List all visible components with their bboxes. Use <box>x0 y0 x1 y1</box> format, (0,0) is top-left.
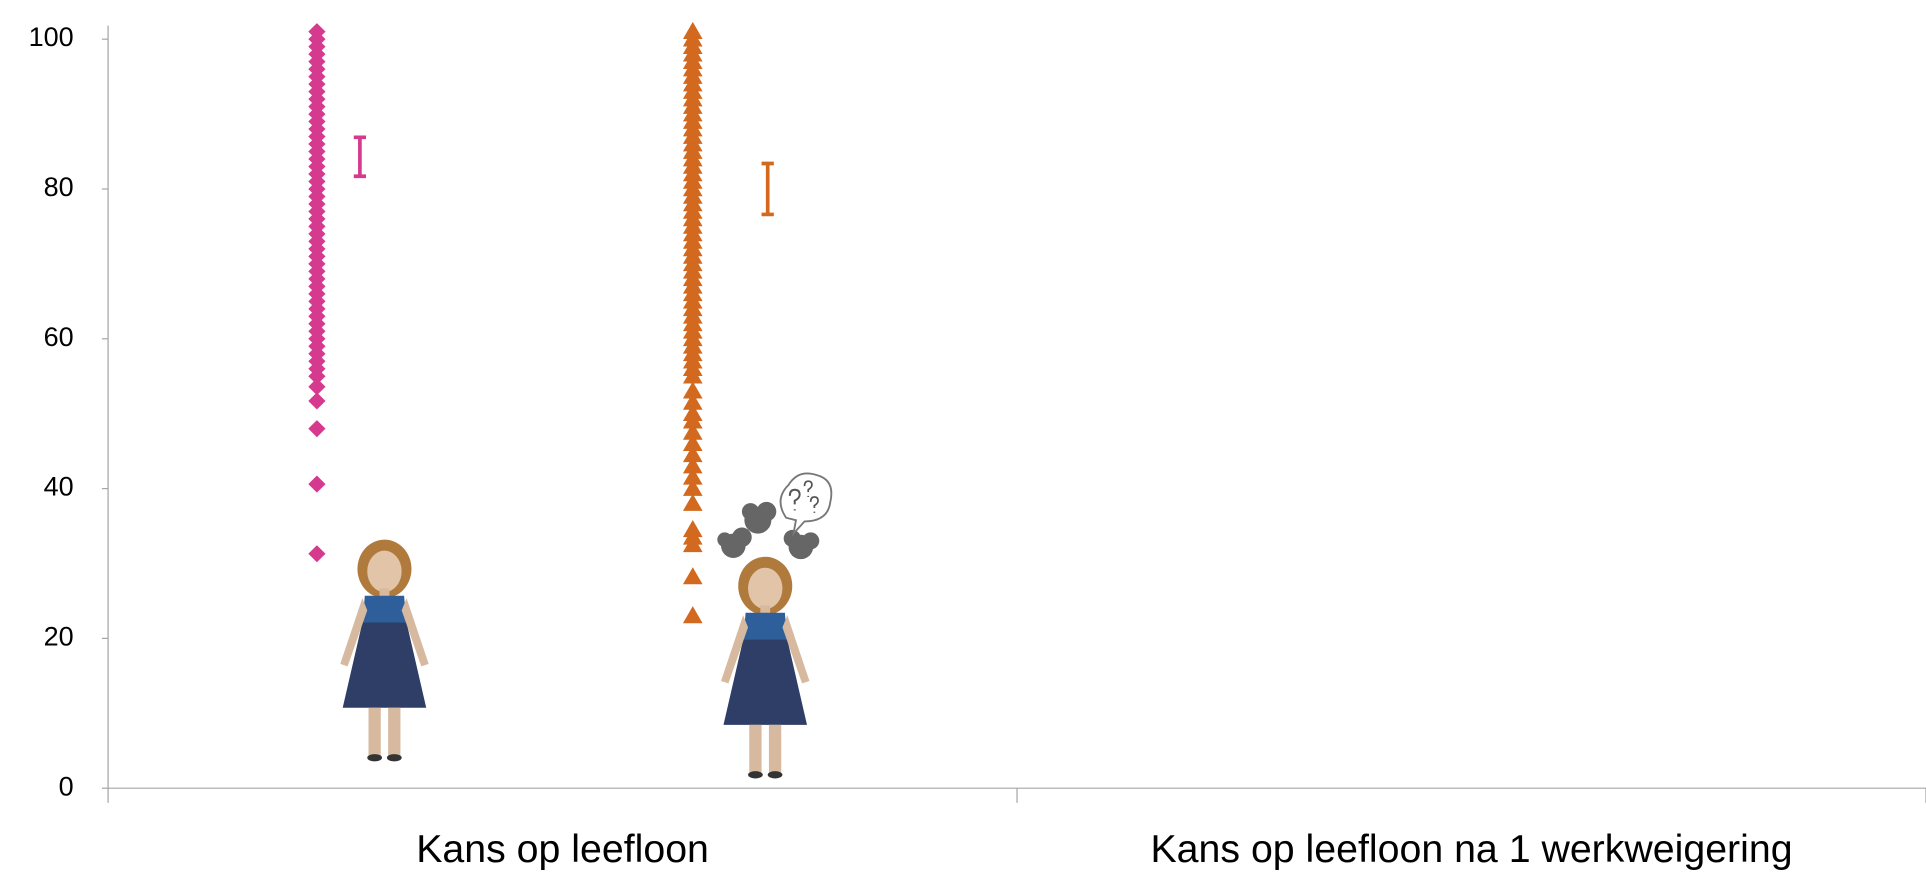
data-point <box>308 476 325 493</box>
data-point <box>683 567 703 584</box>
y-tick-label: 40 <box>44 472 74 502</box>
y-tick-label: 0 <box>59 771 74 801</box>
data-point <box>683 22 703 39</box>
data-point <box>308 545 325 562</box>
person-icon <box>340 540 428 762</box>
data-point <box>308 420 325 437</box>
y-tick-label: 60 <box>44 322 74 352</box>
error-bar <box>354 137 366 176</box>
person-icon <box>721 557 809 779</box>
data-point <box>683 606 703 623</box>
thought-bubble <box>781 473 832 533</box>
data-point <box>683 494 703 511</box>
y-tick-label: 20 <box>44 622 74 652</box>
y-tick-label: 80 <box>44 172 74 202</box>
x-tick-label: Kans op leefloon na 1 werkweigering <box>1150 828 1792 871</box>
data-point <box>683 381 703 398</box>
chart: 0 20 40 60 80 100 Kans op leefloon Kans op leef… <box>0 0 1926 882</box>
x-tick-label: Kans op leefloon <box>416 828 709 871</box>
error-bar <box>762 164 774 215</box>
data-point <box>683 520 703 537</box>
y-tick-label: 100 <box>29 22 74 52</box>
